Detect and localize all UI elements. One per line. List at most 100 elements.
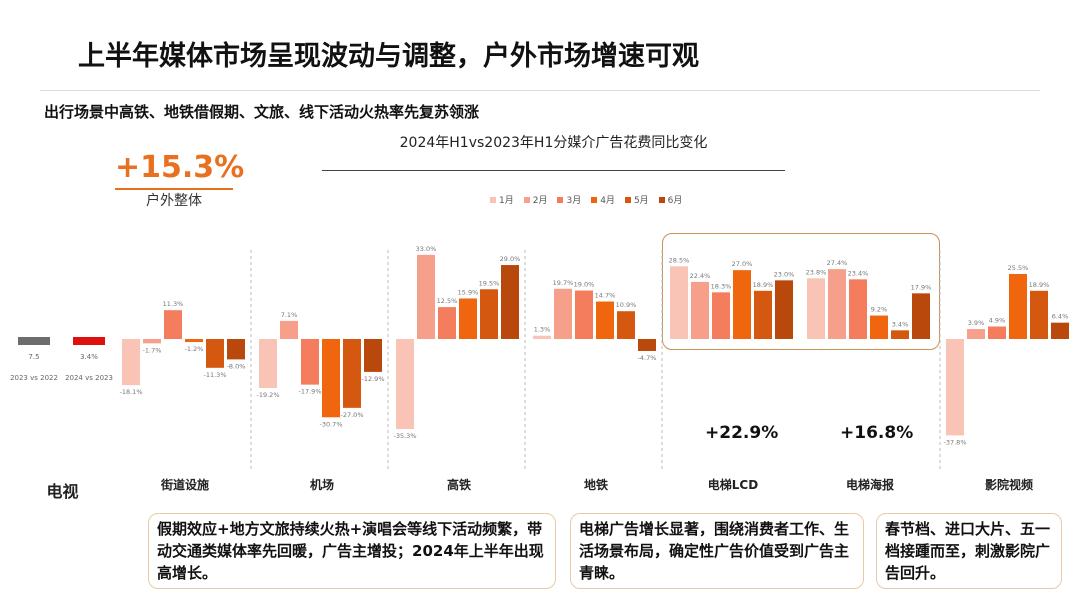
data-label: 27.4% xyxy=(827,259,848,267)
data-label: -12.9% xyxy=(362,375,385,383)
data-label: 19.5% xyxy=(479,279,500,287)
data-label: 23.4% xyxy=(848,269,869,277)
legend-swatch xyxy=(523,197,530,203)
bar xyxy=(322,339,340,418)
bar xyxy=(870,315,888,339)
legend-item: 3月 xyxy=(557,193,581,206)
bar xyxy=(1009,273,1027,339)
data-label: 27.0% xyxy=(732,260,753,268)
data-label: -17.9% xyxy=(299,388,322,396)
data-label: 22.4% xyxy=(690,272,711,280)
note-transport: 假期效应+地方文旅持续火热+演唱会等线下活动频繁，带动交通类媒体率先回暖，广告主… xyxy=(148,513,556,589)
note-elevator: 电梯广告增长显著，围绕消费者工作、生活场景布局，确定性广告价值受到广告主青睐。 xyxy=(570,513,864,589)
bar xyxy=(533,335,551,339)
legend-item: 6月 xyxy=(658,193,683,206)
data-label: 28.5% xyxy=(669,256,690,264)
note-cinema: 春节档、进口大片、五一档接踵而至，刺激影院广告回升。 xyxy=(876,513,1062,589)
bar xyxy=(638,339,656,351)
legend-label: 3月 xyxy=(566,196,582,206)
data-label: 29.0% xyxy=(500,255,521,263)
category-label: 影院视频 xyxy=(984,478,1033,492)
legend-label: 4月 xyxy=(600,196,615,206)
bar xyxy=(501,265,519,339)
category-label: 电梯海报 xyxy=(845,478,894,492)
tv-bar-sublabel: 2024 vs 2023 xyxy=(65,374,113,382)
bar xyxy=(849,279,867,339)
legend-label: 5月 xyxy=(633,196,649,206)
data-label: 6.4% xyxy=(1052,313,1069,321)
bar xyxy=(185,339,203,343)
bar xyxy=(227,339,245,360)
legend-swatch xyxy=(490,197,496,203)
data-label: 3.9% xyxy=(968,319,985,327)
outdoor-total-label: 户外整体 xyxy=(115,188,233,210)
legend-item: 1月 xyxy=(490,193,514,206)
bar xyxy=(1051,322,1069,339)
divider xyxy=(40,90,1040,91)
bar xyxy=(206,339,224,368)
tv-bar-label: 3.4% xyxy=(80,353,98,361)
bar xyxy=(617,311,635,339)
data-label: 12.5% xyxy=(437,297,458,305)
outdoor-total-value: +15.3% xyxy=(115,150,245,185)
data-label: -37.8% xyxy=(944,438,967,446)
bar xyxy=(775,280,793,339)
bar xyxy=(575,290,593,339)
legend-swatch xyxy=(557,197,564,203)
legend-label: 2月 xyxy=(532,196,548,206)
chart-title: 2024年H1vs2023年H1分媒介广告花费同比变化 xyxy=(399,135,708,151)
bar xyxy=(1030,290,1048,339)
bar xyxy=(396,339,414,430)
data-label: 17.9% xyxy=(911,283,932,291)
bar xyxy=(807,278,825,339)
tv-bar xyxy=(18,337,50,345)
poster-growth: +16.8% xyxy=(840,423,914,443)
data-label: -27.0% xyxy=(341,411,364,419)
data-label: -1.7% xyxy=(143,346,162,354)
data-label: -18.1% xyxy=(120,388,143,396)
bar xyxy=(301,339,319,385)
bar xyxy=(459,298,477,339)
bar xyxy=(946,339,964,436)
data-label: -19.2% xyxy=(257,391,280,399)
lcd-growth: +22.9% xyxy=(705,423,779,443)
data-label: 18.9% xyxy=(753,281,774,289)
legend-label: 6月 xyxy=(667,196,683,206)
data-label: 3.4% xyxy=(892,320,909,328)
data-label: -8.0% xyxy=(227,362,246,370)
bar xyxy=(480,289,498,339)
subtitle: 出行场景中高铁、地铁借假期、文旅、线下活动火热率先复苏领涨 xyxy=(44,103,480,121)
data-label: 11.3% xyxy=(163,300,184,308)
bar xyxy=(733,270,751,339)
data-label: -11.3% xyxy=(204,371,227,379)
data-label: 10.9% xyxy=(616,301,637,309)
data-label: -30.7% xyxy=(320,420,343,428)
legend-item: 5月 xyxy=(624,193,649,206)
bar xyxy=(259,339,277,388)
data-label: 33.0% xyxy=(416,245,437,253)
data-label: 7.1% xyxy=(281,311,298,319)
divider xyxy=(322,170,785,171)
legend: 1月 2月 3月 4月 5月 6月 xyxy=(490,193,682,206)
bar xyxy=(967,329,985,339)
outdoor-total-badge: +15.3% 户外整体 xyxy=(115,150,245,210)
legend-item: 4月 xyxy=(591,193,615,206)
data-label: -1.2% xyxy=(185,345,204,353)
data-label: 18.3% xyxy=(711,282,732,290)
category-label: 街道设施 xyxy=(160,478,209,492)
bar xyxy=(670,266,688,339)
data-label: 1.3% xyxy=(534,326,551,334)
bar xyxy=(828,269,846,339)
category-label: 地铁 xyxy=(583,478,608,492)
data-label: 14.7% xyxy=(595,292,616,300)
bar xyxy=(164,310,182,339)
elevator-highlight-box xyxy=(662,233,940,350)
category-label: 电梯LCD xyxy=(707,478,759,492)
data-label: -4.7% xyxy=(638,354,657,362)
tv-label: 电视 xyxy=(46,482,79,501)
data-label: 9.2% xyxy=(871,306,888,314)
bar xyxy=(691,281,709,339)
data-label: 19.0% xyxy=(574,281,595,289)
data-label: 19.7% xyxy=(553,279,574,287)
bar xyxy=(417,254,435,339)
